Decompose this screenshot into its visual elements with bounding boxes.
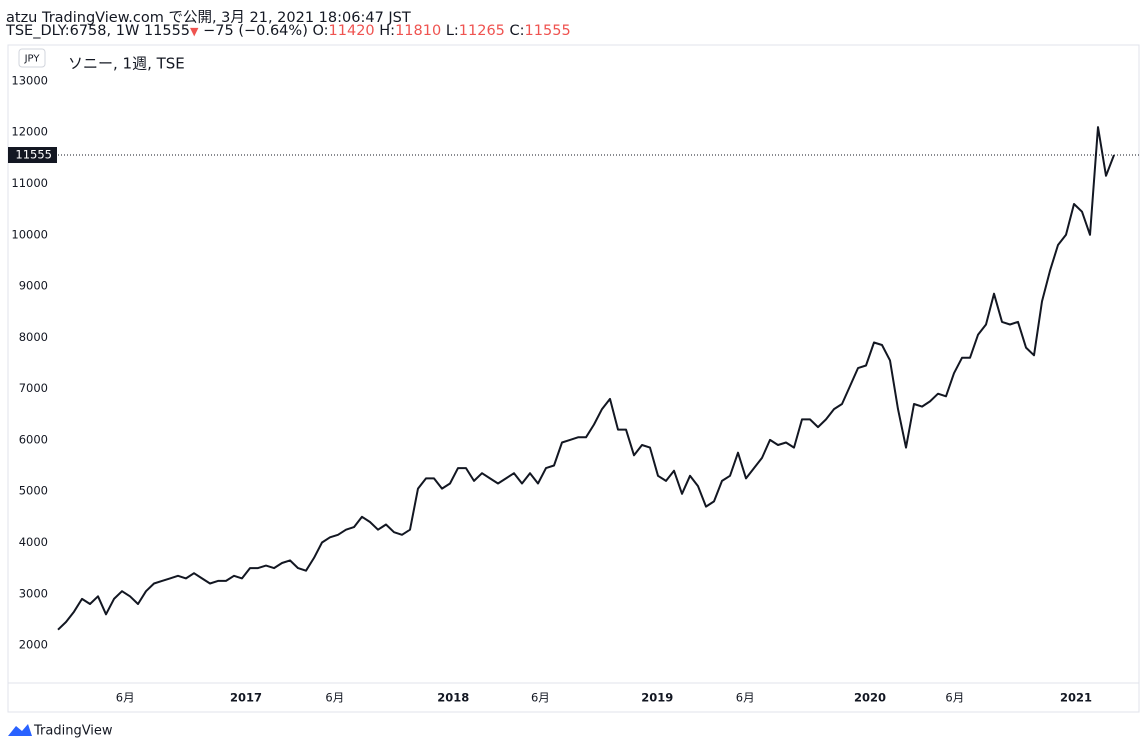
price-line (57, 126, 1115, 631)
x-tick-label: 6月 (116, 691, 135, 705)
ohlc-value: 11420 (328, 23, 375, 39)
x-tick-label: 2020 (854, 691, 886, 705)
y-tick-label: 3000 (19, 586, 48, 600)
y-tick-label: 13000 (11, 73, 48, 87)
header-line1: atzu TradingView.com で公開, 3月 21, 2021 18… (6, 10, 411, 26)
last-price-box (8, 147, 57, 164)
x-tick-label: 2017 (230, 691, 262, 705)
y-tick-label: 4000 (19, 535, 48, 549)
down-arrow: ▼ (190, 25, 199, 38)
y-tick-label: 6000 (19, 432, 48, 446)
x-tick-label: 6月 (945, 691, 964, 705)
ohlc-value: 11555 (524, 23, 571, 39)
ohlc-label: L: (445, 23, 459, 39)
ohlc: O:11420 H:11810 L:11265 C:11555 (312, 23, 570, 39)
ohlc-label: O: (312, 23, 329, 39)
x-tick-label: 2019 (641, 691, 673, 705)
frame (7, 44, 1140, 713)
y-tick-label: 5000 (19, 484, 48, 498)
y-tick-label: 7000 (19, 381, 48, 395)
logo (8, 724, 32, 736)
footer: TradingView (33, 724, 113, 739)
chart-title: ソニー, 1週, TSE (68, 55, 185, 73)
y-tick-label: 10000 (11, 227, 48, 241)
x-tick-label: 2021 (1060, 691, 1092, 705)
y-tick-label: 8000 (19, 330, 48, 344)
x-tick-label: 2018 (437, 691, 469, 705)
ohlc-label: C: (509, 23, 525, 39)
ohlc-value: 11810 (395, 23, 442, 39)
y-tick-label: 9000 (19, 279, 48, 293)
currency-box (18, 48, 46, 68)
x-tick-label: 6月 (325, 691, 344, 705)
ohlc-label: H: (379, 23, 396, 39)
last-price-label: 11555 (15, 148, 52, 162)
change: −75 (−0.64%) (203, 23, 308, 39)
ohlc-value: 11265 (458, 23, 505, 39)
x-tick-label: 6月 (531, 691, 550, 705)
symbol: TSE_DLY:6758, 1W 11555 (6, 23, 191, 39)
currency: JPY (24, 54, 41, 65)
y-tick-label: 12000 (11, 125, 48, 139)
header-line2: TSE_DLY:6758, 1W 11555▼ −75 (−0.64%) O:1… (6, 23, 571, 39)
x-tick-label: 6月 (736, 691, 755, 705)
y-tick-label: 2000 (19, 638, 48, 652)
y-tick-label: 11000 (11, 176, 48, 190)
